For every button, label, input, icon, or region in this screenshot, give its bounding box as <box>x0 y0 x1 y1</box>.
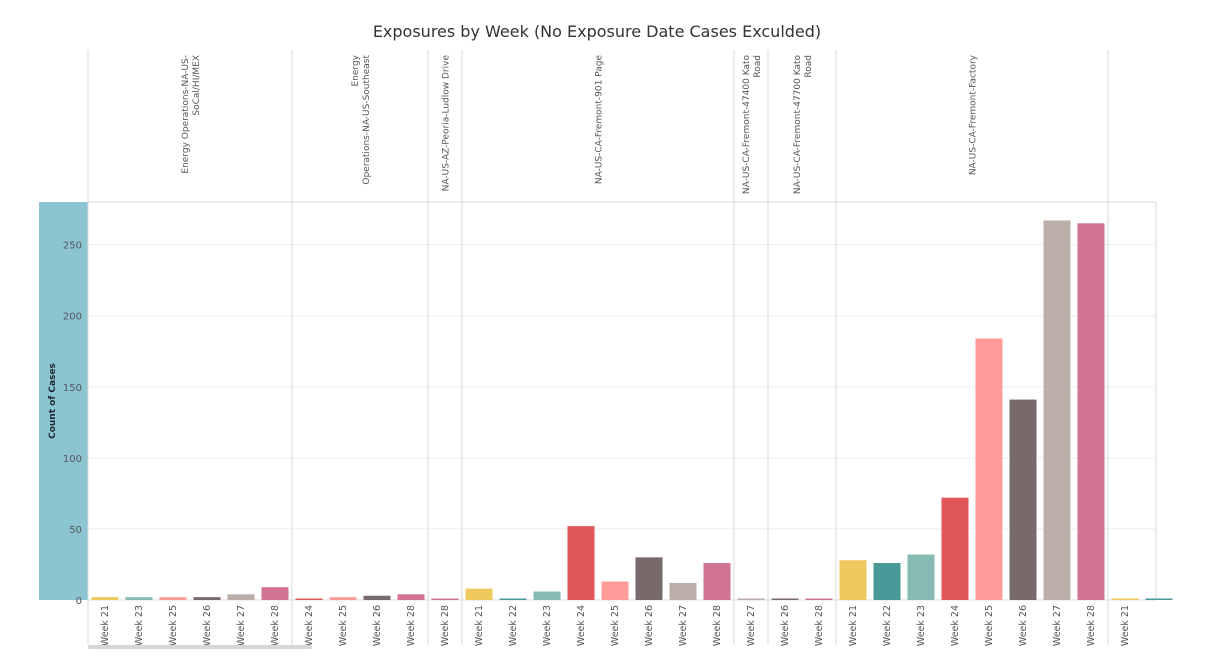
y-tick-label: 200 <box>63 312 82 323</box>
horizontal-scrollbar[interactable] <box>88 645 312 649</box>
x-tick-label: Week 28 <box>406 605 417 646</box>
x-tick-label: Week 24 <box>304 605 315 646</box>
bar <box>635 557 663 600</box>
y-tick-label: 150 <box>63 383 82 394</box>
y-axis-band <box>39 202 88 600</box>
bar <box>363 595 391 600</box>
bar <box>397 594 425 600</box>
x-tick-label: Week 28 <box>1086 605 1097 646</box>
bar <box>907 554 935 600</box>
x-tick-label: Week 26 <box>372 605 383 646</box>
x-tick-label: Week 21 <box>474 605 485 646</box>
x-tick-label: Week 27 <box>678 605 689 646</box>
bar <box>1145 598 1173 600</box>
x-tick-label: Week 28 <box>270 605 281 646</box>
panel-header: NA-US-CA-Fremont-Factory <box>969 54 979 175</box>
x-tick-label: Week 25 <box>610 605 621 646</box>
x-tick-label: Week 28 <box>814 605 825 646</box>
x-tick-label: Week 21 <box>100 605 111 646</box>
panel-header: NA-US-CA-Fremont-47400 KatoRoad <box>742 55 763 195</box>
bar <box>737 598 765 600</box>
x-tick-label: Week 28 <box>712 605 723 646</box>
panel-header-line: Operations-NA-US-Southeast <box>362 55 372 185</box>
x-tick-label: Week 22 <box>508 605 519 646</box>
x-tick-label: Week 23 <box>916 605 927 646</box>
panel-header-line: Energy <box>351 54 361 86</box>
bar <box>125 597 153 600</box>
x-tick-label: Week 21 <box>848 605 859 646</box>
panel-header-line: NA-US-CA-Fremont-47400 Kato <box>742 55 752 195</box>
chart-title: Exposures by Week (No Exposure Date Case… <box>372 22 822 41</box>
panel-header: NA-US-CA-Fremont-901 Page <box>595 55 605 185</box>
panel-header-line: SoCal/HI/MEX <box>192 55 202 116</box>
panel-header-line: NA-US-CA-Fremont-Factory <box>969 54 979 175</box>
bar <box>1009 399 1037 600</box>
panel-header-line: Road <box>753 55 763 78</box>
x-tick-label: Week 22 <box>882 605 893 646</box>
y-tick-label: 0 <box>76 596 82 607</box>
panel-header-line: NA-US-AZ-Peoria-Ludlow Drive <box>442 55 452 192</box>
bar <box>669 582 697 600</box>
x-tick-label: Week 21 <box>1120 605 1131 646</box>
bar <box>1043 220 1071 600</box>
x-tick-label: Week 27 <box>746 605 757 646</box>
bar <box>193 597 221 600</box>
bar <box>465 588 493 600</box>
x-tick-label: Week 27 <box>236 605 247 646</box>
bar <box>1111 598 1139 600</box>
x-tick-label: Week 25 <box>338 605 349 646</box>
bar <box>295 598 323 600</box>
panel-header-line: NA-US-CA-Fremont-901 Page <box>595 55 605 185</box>
x-tick-label: Week 23 <box>542 605 553 646</box>
panel-header-line: Road <box>804 55 814 78</box>
bar <box>91 597 119 600</box>
x-tick-label: Week 28 <box>440 605 451 646</box>
x-tick-label: Week 24 <box>950 605 961 646</box>
x-tick-label: Week 25 <box>984 605 995 646</box>
panel-header-line: NA-US-CA-Fremont-47700 Kato <box>793 55 803 195</box>
x-tick-label: Week 27 <box>1052 605 1063 646</box>
bar <box>261 587 289 600</box>
bar <box>975 338 1003 600</box>
panel-header: NA-US-AZ-Peoria-Ludlow Drive <box>442 55 452 192</box>
bar <box>499 598 527 600</box>
x-tick-label: Week 24 <box>576 605 587 646</box>
x-tick-label: Week 23 <box>134 605 145 646</box>
bar <box>533 591 561 600</box>
x-tick-label: Week 26 <box>1018 605 1029 646</box>
bar <box>805 598 833 600</box>
panel-header: Energy Operations-NA-US-SoCal/HI/MEX <box>181 55 202 174</box>
panel-header: NA-US-CA-Fremont-47700 KatoRoad <box>793 55 814 195</box>
bar <box>873 563 901 600</box>
bar <box>771 598 799 600</box>
y-tick-label: 50 <box>69 525 82 536</box>
bar <box>839 560 867 600</box>
bar <box>703 563 731 600</box>
x-tick-label: Week 26 <box>202 605 213 646</box>
bar <box>329 597 357 600</box>
bar <box>601 581 629 600</box>
bar <box>431 598 459 600</box>
bar <box>1077 223 1105 601</box>
y-tick-label: 250 <box>63 241 82 252</box>
bar <box>159 597 187 600</box>
x-tick-label: Week 26 <box>780 605 791 646</box>
x-tick-label: Week 26 <box>644 605 655 646</box>
panel-header: EnergyOperations-NA-US-Southeast <box>351 54 372 184</box>
bar <box>941 497 969 600</box>
bar <box>227 594 255 600</box>
x-tick-label: Week 25 <box>168 605 179 646</box>
bar <box>567 526 595 600</box>
y-tick-label: 100 <box>63 454 82 465</box>
panel-header-line: Energy Operations-NA-US- <box>181 55 191 174</box>
